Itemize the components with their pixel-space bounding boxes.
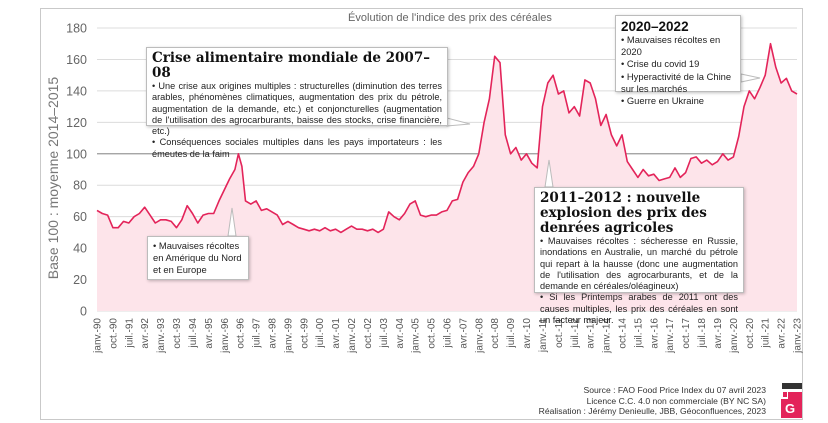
logo-mark [783,392,787,397]
x-tick-label: oct.-96 [236,318,247,349]
callout-line: • Crise du covid 19 [621,58,700,70]
callout-line: • Mauvaises récoltes en Amérique du Nord… [153,240,242,275]
callout-line: • Guerre en Ukraine [621,95,705,107]
x-tick-label: oct.-08 [490,318,501,349]
callout-crise-2011: 2011–2012 : nouvelle explosion des prix … [534,187,744,325]
x-tick-label: juil.-18 [697,318,708,349]
y-tick-label: 80 [73,179,87,193]
x-tick-label: janv.-05 [411,318,422,354]
callout-title: 2011–2012 : nouvelle explosion des prix … [540,190,707,236]
source-line: Source : FAO Food Price Index du 07 avri… [583,385,766,395]
y-tick-label: 160 [66,53,87,67]
x-tick-label: janv.-93 [156,318,167,354]
x-tick-label: oct.-14 [618,318,629,349]
callout-title: 2020–2022 [621,19,689,34]
x-tick-label: janv.-17 [665,318,676,354]
x-tick-label: avr.-16 [649,318,660,349]
y-tick-label: 40 [73,242,87,256]
x-tick-label: avr.-04 [395,318,406,349]
x-tick-label: juil.-12 [570,318,581,349]
logo-block-left [781,399,788,418]
y-tick-label: 20 [73,273,87,287]
x-tick-label: oct.-11 [554,318,565,348]
x-tick-label: janv.-02 [347,318,358,354]
x-tick-label: juil.-21 [761,318,772,349]
x-tick-label: avr.-22 [777,318,788,349]
x-tick-label: janv.-14 [602,318,613,354]
x-tick-label: avr.-98 [268,318,279,349]
x-tick-label: juil.-97 [252,318,263,349]
geoconfluences-logo: G [781,383,802,418]
y-tick-label: 120 [66,116,87,130]
x-tick-label: avr.-10 [522,318,533,349]
x-tick-label: juil.-15 [633,318,644,349]
x-tick-label: oct.-17 [681,318,692,349]
x-tick-label: juil.-03 [379,318,390,349]
x-tick-label: juil.-94 [188,318,199,349]
callout-line: • Conséquences sociales multiples dans l… [152,137,442,159]
callout-crise-2020: 2020–2022 • Mauvaises récoltes en 2020 •… [615,15,741,106]
x-tick-label: janv.-08 [474,318,485,354]
x-tick-label: janv.-90 [93,318,104,354]
y-axis-label: Base 100 : moyenne 2014–2015 [45,76,61,280]
x-tick-label: oct.-20 [745,318,756,349]
x-tick-label: oct.-90 [108,318,119,349]
callout-crise-1996: • Mauvaises récoltes en Amérique du Nord… [147,236,249,280]
credits-line: Réalisation : Jérémy Denieulle, JBB, Géo… [538,406,766,416]
callout-pointer [740,73,761,83]
x-tick-label: janv.-96 [220,318,231,354]
x-tick-label: janv.-20 [729,318,740,354]
callout-line: • Hyperactivité de la Chine sur les marc… [621,70,732,94]
y-tick-label: 140 [66,84,87,98]
logo-letter-g: G [785,401,795,416]
x-tick-label: juil.-09 [506,318,517,349]
callout-line: • Une crise aux origines multiples : str… [152,81,442,137]
x-tick-label: avr.-07 [458,318,469,349]
chart-title: Évolution de l'indice des prix des céréa… [348,12,552,24]
x-tick-labels: janv.-90 oct.-90 juil.-91 avr.-92 janv.-93 oc… [93,318,804,354]
y-tick-labels: 0 20 40 60 80 100 120 140 160 180 [66,22,87,319]
x-tick-label: juil.-06 [443,318,454,349]
license-line: Licence C.C. 4.0 non commerciale (BY NC … [586,395,766,406]
callout-line: • Si les Printemps arabes de 2011 ont de… [540,292,738,326]
x-tick-label: janv.-99 [283,318,294,354]
logo-block [788,392,802,418]
x-tick-label: avr.-19 [713,318,724,349]
series-line [96,42,798,234]
callout-crise-2007: Crise alimentaire mondiale de 2007–08 • … [146,47,448,159]
callout-title: Crise alimentaire mondiale de 2007–08 [152,50,430,81]
y-tick-label: 100 [66,147,87,161]
x-tick-label: juil.-00 [315,318,326,349]
x-tick-label: oct.-93 [172,318,183,349]
x-tick-label: oct.-05 [427,318,438,349]
x-tick-label: avr.-95 [204,318,215,349]
x-tick-label: oct.-02 [363,318,374,349]
cc-license-badge [782,383,802,389]
x-tick-label: avr.-92 [140,318,151,349]
callout-line: • Mauvaises récoltes en 2020 [621,34,721,58]
y-tick-label: 60 [73,210,87,224]
x-tick-label: janv.-11 [538,318,549,354]
x-tick-label: janv.-23 [793,318,804,354]
x-tick-label: oct.-99 [299,318,310,349]
x-tick-label: juil.-91 [124,318,135,349]
x-tick-label: avr.-01 [331,318,342,349]
y-tick-label: 0 [80,305,87,319]
x-tick-label: avr.-13 [586,318,597,349]
callout-pointers [227,73,761,237]
callout-line: • Mauvaises récoltes : sécheresse en Rus… [540,236,738,292]
y-tick-label: 180 [66,22,87,36]
source-credits: Source : FAO Food Price Index du 07 avri… [539,385,766,417]
